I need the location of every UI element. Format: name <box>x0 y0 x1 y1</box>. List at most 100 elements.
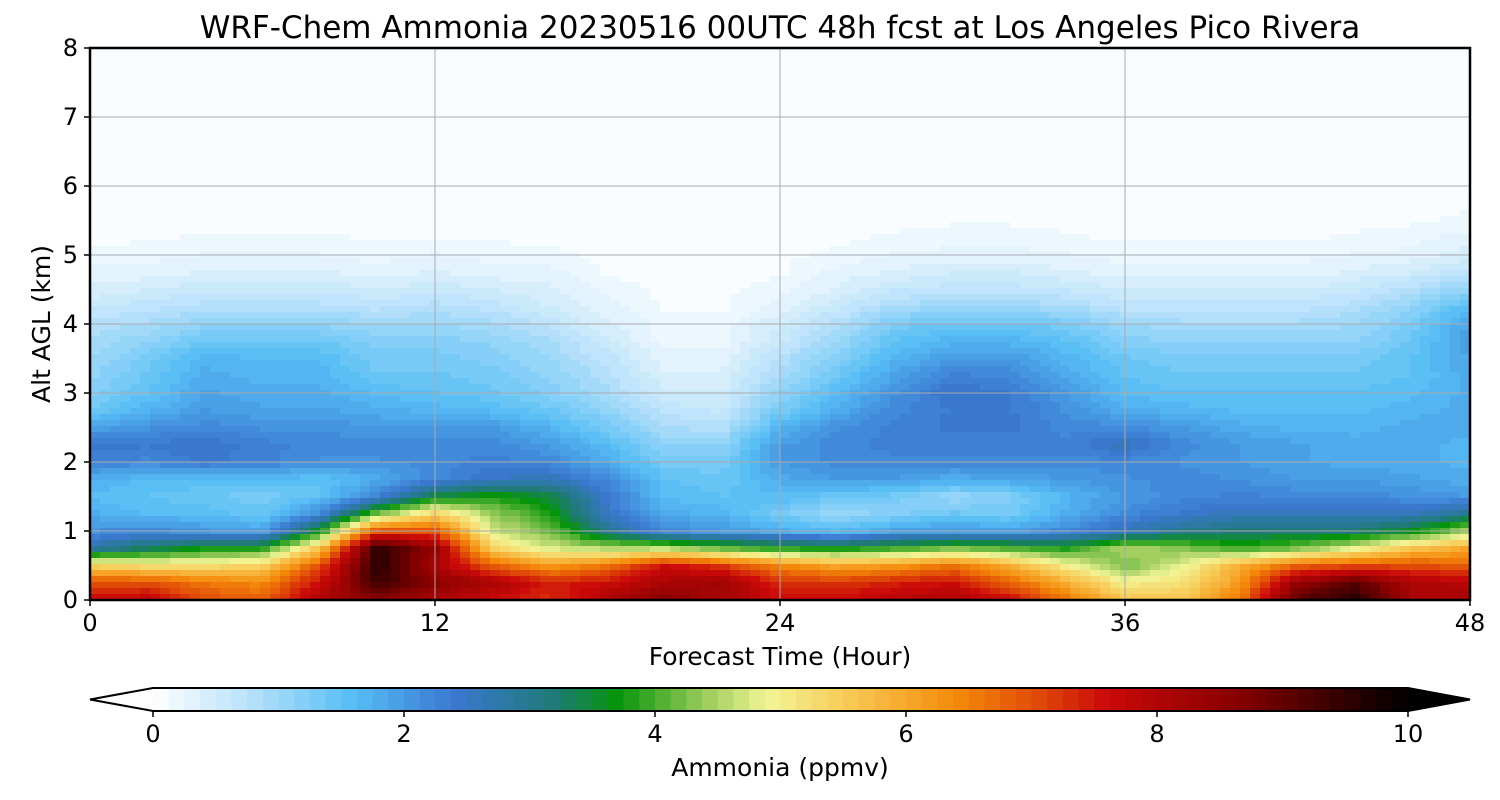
heat-cell <box>1330 162 1341 169</box>
heat-cell <box>750 90 761 97</box>
heat-cell <box>700 48 711 55</box>
heat-cell <box>1450 228 1461 235</box>
heat-cell <box>440 126 451 133</box>
heat-cell <box>860 108 871 115</box>
heat-cell <box>1210 258 1221 265</box>
heat-cell <box>1270 216 1281 223</box>
heat-cell <box>1210 174 1221 181</box>
heat-cell <box>1130 174 1141 181</box>
heat-cell <box>1070 102 1081 109</box>
heat-cell <box>270 102 281 109</box>
heat-cell <box>930 66 941 73</box>
heat-cell <box>280 174 291 181</box>
heat-cell <box>410 60 421 67</box>
heat-cell <box>860 60 871 67</box>
heat-cell <box>830 60 841 67</box>
heat-cell <box>160 72 171 79</box>
heat-cell <box>950 120 961 127</box>
heat-cell <box>990 162 1001 169</box>
heat-cell <box>440 216 451 223</box>
heat-cell <box>1210 108 1221 115</box>
heat-cell <box>120 174 131 181</box>
heat-cell <box>440 198 451 205</box>
heat-cell <box>470 204 481 211</box>
heat-cell <box>190 162 201 169</box>
heat-cell <box>1130 162 1141 169</box>
heat-cell <box>770 78 781 85</box>
heat-cell <box>850 156 861 163</box>
heat-cell <box>170 228 181 235</box>
heat-cell <box>670 198 681 205</box>
heat-cell <box>1400 120 1411 127</box>
heat-cell <box>660 48 671 55</box>
heat-cell <box>540 240 551 247</box>
heat-cell <box>240 108 251 115</box>
heat-cell <box>590 222 601 229</box>
heat-cell <box>560 90 571 97</box>
heat-cell <box>550 228 561 235</box>
heat-cell <box>1270 72 1281 79</box>
heat-cell <box>460 84 471 91</box>
heat-cell <box>1050 246 1061 253</box>
heat-cell <box>1060 132 1071 139</box>
heat-cell <box>950 138 961 145</box>
heat-cell <box>1300 120 1311 127</box>
heat-cell <box>1080 72 1091 79</box>
heat-cell <box>490 180 501 187</box>
heat-cell <box>410 246 421 253</box>
heat-cell <box>860 126 871 133</box>
heat-cell <box>1090 126 1101 133</box>
heat-cell <box>850 84 861 91</box>
heat-cell <box>140 198 151 205</box>
heat-cell <box>580 162 591 169</box>
heat-cell <box>690 48 701 55</box>
heat-cell <box>210 192 221 199</box>
heat-cell <box>1170 138 1181 145</box>
heat-cell <box>980 228 991 235</box>
heat-cell <box>140 222 151 229</box>
heat-cell <box>1350 168 1361 175</box>
heat-cell <box>1070 216 1081 223</box>
heat-cell <box>1080 138 1091 145</box>
heat-cell <box>1400 198 1411 205</box>
heat-cell <box>780 150 791 157</box>
heat-cell <box>1350 216 1361 223</box>
heat-cell <box>1200 126 1211 133</box>
heat-cell <box>1380 96 1391 103</box>
heat-cell <box>1290 126 1301 133</box>
heat-cell <box>1450 108 1461 115</box>
heat-cell <box>180 54 191 61</box>
heat-cell <box>1160 222 1171 229</box>
heat-cell <box>940 84 951 91</box>
heat-cell <box>1090 138 1101 145</box>
heat-cell <box>790 120 801 127</box>
heat-cell <box>1410 210 1421 217</box>
heat-cell <box>1110 102 1121 109</box>
heat-cell <box>1430 120 1441 127</box>
heat-cell <box>470 162 481 169</box>
heat-cell <box>210 66 221 73</box>
heat-cell <box>400 144 411 151</box>
heat-cell <box>740 246 751 253</box>
heat-cell <box>670 126 681 133</box>
heat-cell <box>440 180 451 187</box>
heat-cell <box>680 108 691 115</box>
heat-cell <box>130 120 141 127</box>
heat-cell <box>1390 72 1401 79</box>
heat-cell <box>130 228 141 235</box>
heat-cell <box>500 156 511 163</box>
heat-cell <box>1090 168 1101 175</box>
heat-cell <box>110 90 121 97</box>
heat-cell <box>190 192 201 199</box>
heat-cell <box>380 138 391 145</box>
heat-cell <box>220 198 231 205</box>
heat-cell <box>330 108 341 115</box>
heat-cell <box>1170 234 1181 241</box>
heat-cell <box>1210 54 1221 61</box>
heat-cell <box>1290 228 1301 235</box>
heat-cell <box>800 204 811 211</box>
heat-cell <box>250 162 261 169</box>
heat-cell <box>1290 156 1301 163</box>
heat-cell <box>990 210 1001 217</box>
heat-cell <box>680 258 691 265</box>
